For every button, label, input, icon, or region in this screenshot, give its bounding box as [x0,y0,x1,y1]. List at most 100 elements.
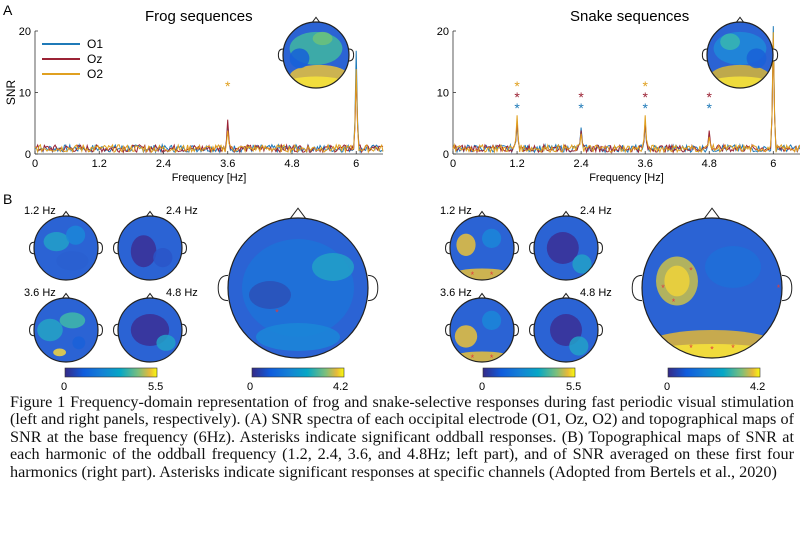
snake-topomap-3-6hz: * * [445,292,519,363]
snake-small-colorbar: 0 5.5 [479,367,581,393]
head-ear-left [529,323,535,337]
series-line-oz [34,75,384,154]
head-nose [703,207,721,220]
frog-large-colorbar: 0 4.2 [247,367,348,393]
head-ear-right [781,274,793,302]
snake-title: Snake sequences [570,8,689,25]
channel-asterisk: * [490,353,494,363]
frog-label-4-8hz: 4.8 Hz [166,287,198,299]
activation-region [312,253,354,281]
head-ear-right [772,48,779,62]
significance-asterisk: * [642,78,648,94]
head-outline [33,215,99,281]
snake-topomap-inset [701,16,779,89]
activation-region [456,233,476,256]
head-ear-left [217,274,229,302]
channel-asterisk: * [689,266,693,276]
head-outline [227,217,369,359]
activation-region [454,325,478,348]
head-outline [533,215,599,281]
x-axis-label: Frequency [Hz] [589,172,664,184]
channel-asterisk: * [490,270,494,280]
activation-region [289,48,310,69]
activation-region [72,336,86,350]
channel-asterisk: * [672,297,676,307]
legend-label-oz: Oz [87,52,102,66]
activation-region [59,312,86,329]
significance-asterisk: * [707,100,713,116]
panel-b-letter: B [3,191,12,207]
figure-canvas: A B Frog sequences Snake sequences 0 1.2 2… [3,2,800,393]
significance-asterisk: * [514,100,520,116]
head-nose [735,16,745,23]
x-tick-label: 6 [770,158,776,170]
head-ear-right [181,241,187,255]
activation-region [453,268,511,280]
activation-region [705,246,761,288]
activation-region [249,281,291,309]
head-ear-left [631,274,643,302]
frog-topomap-3-6hz [29,292,103,363]
frog-topomap-inset [277,16,355,89]
snake-large-cbar-max: 4.2 [750,381,765,393]
channel-asterisk: * [471,270,475,280]
head-outline [282,21,350,89]
head-outline [33,297,99,363]
channel-asterisk: * [471,353,475,363]
y-tick-label: 10 [19,88,31,100]
panel-a-letter: A [3,2,13,18]
legend-label-o2: O2 [87,67,103,81]
activation-region [746,48,767,69]
activation-region [453,351,511,362]
snake-label-4-8hz: 4.8 Hz [580,287,612,299]
activation-region [482,228,502,248]
head-ear-right [348,48,355,62]
head-ear-left [277,48,284,62]
legend-label-o1: O1 [87,37,103,51]
significance-asterisk: * [514,89,520,105]
frog-title: Frog sequences [145,8,253,25]
head-ear-left [445,241,451,255]
head-outline [706,21,774,89]
head-ear-right [97,323,103,337]
frog-large-cbar-max: 4.2 [333,381,348,393]
head-outline [449,215,515,281]
frog-large-cbar-min: 0 [247,381,253,393]
panel-b-topomaps: ** ** ****** * * [29,207,793,363]
frog-base-topomap [277,16,355,89]
x-tick-label: 2.4 [156,158,171,170]
snake-topomap-1-2hz: * * [445,210,519,281]
x-tick-label: 4.8 [702,158,717,170]
channel-asterisk: * [661,283,665,293]
snake-large-colorbar: 0 4.2 [664,367,765,393]
series-line-o2 [452,32,800,154]
head-nose [311,16,321,23]
snake-small-cbar-min: 0 [479,381,485,393]
activation-region [664,265,690,297]
significance-asterisk: * [514,78,520,94]
activation-region [56,251,89,271]
activation-region [720,33,740,51]
frog-label-2-4hz: 2.4 Hz [166,205,198,217]
x-tick-label: 0 [32,158,38,170]
channel-asterisk: * [689,343,693,353]
activation-region [156,334,176,351]
y-tick-label: 20 [19,26,31,38]
significance-asterisk: * [578,89,584,105]
significance-asterisk: * [707,89,713,105]
activation-region [569,336,589,356]
head-ear-left [445,323,451,337]
head-nose [61,292,71,299]
y-axis-label: SNR [4,80,18,106]
y-tick-label: 0 [443,149,449,161]
head-ear-left [29,323,35,337]
frog-small-colorbar: 0 5.5 [61,367,163,393]
head-outline [449,297,515,363]
x-tick-label: 2.4 [573,158,588,170]
significance-asterisk: * [225,78,231,94]
snake-topomap-4-8hz [529,292,603,363]
snake-topomap-average: * * * * * * * [631,207,793,359]
head-outline [533,297,599,363]
activation-region [482,310,502,330]
